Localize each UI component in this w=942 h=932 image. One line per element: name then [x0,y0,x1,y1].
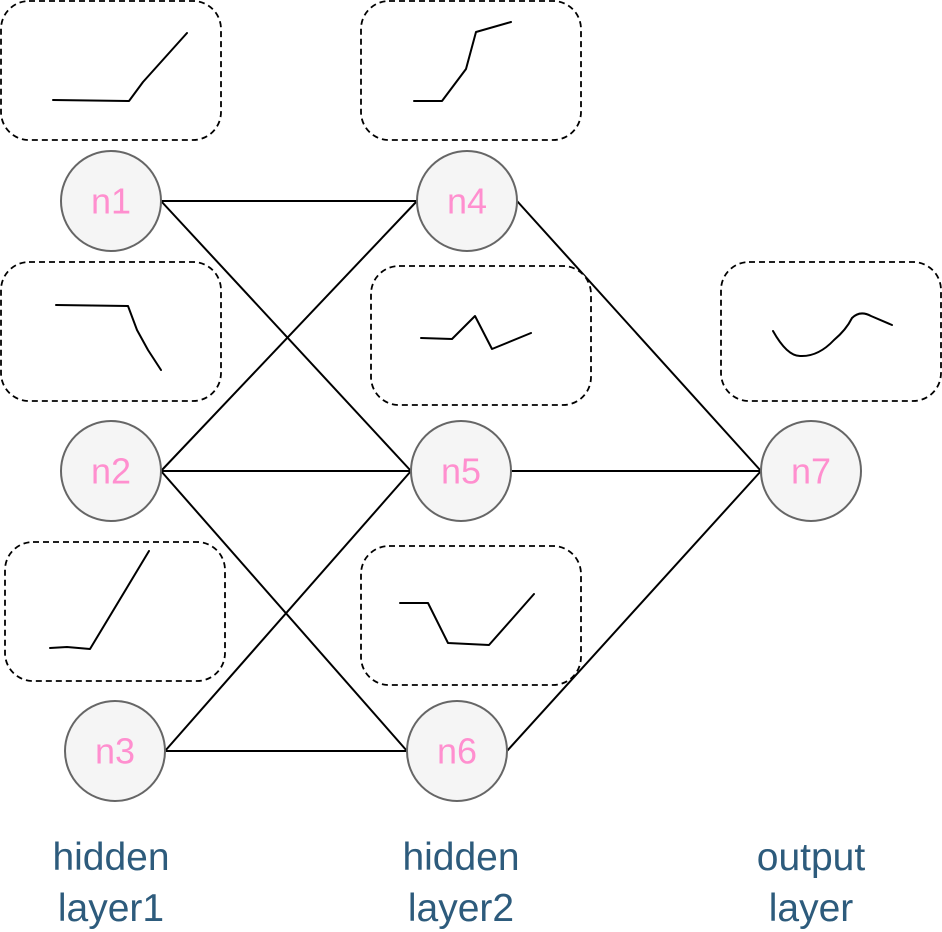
edge-n4-n7 [516,200,762,472]
edge-n1-n5 [160,200,412,472]
activation-box-n6 [360,545,582,686]
activation-box-frame-n1 [0,0,222,141]
edge-n2-n6 [160,470,408,752]
node-circle-n2 [60,420,162,522]
node-circle-n4 [416,150,518,252]
node-circle-n1 [60,150,162,252]
activation-curve-n6 [399,593,535,646]
activation-box-frame-n3 [4,541,226,682]
node-label-n3: n3 [95,731,135,772]
node-circle-n7 [760,420,862,522]
layer-label-output: output layer [757,836,866,930]
layer-label-hidden2: hidden layer2 [402,836,519,930]
activation-curve-n3 [49,550,150,650]
activation-box-n4 [360,0,582,141]
node-n4: n4 [416,150,518,252]
activation-box-n3 [4,541,226,682]
node-label-n1: n1 [91,181,131,222]
node-label-n4: n4 [447,181,487,222]
node-n2: n2 [60,420,162,522]
layer-label-hidden1: hidden layer1 [52,836,169,930]
node-label-n2: n2 [91,451,131,492]
node-n1: n1 [60,150,162,252]
layer-label-hidden2-line1: hidden [402,836,519,879]
edge-n2-n4 [160,200,418,472]
node-label-n6: n6 [437,731,477,772]
activation-curve-n7 [772,312,893,358]
activation-curve-n2 [55,304,162,371]
activation-box-frame-n4 [360,0,582,141]
node-n6: n6 [406,700,508,802]
edge-n3-n5 [164,470,412,752]
activation-curve-n1 [52,32,188,102]
activation-box-frame-n5 [370,265,592,406]
node-circle-n5 [410,420,512,522]
activation-box-frame-n6 [360,545,582,686]
activation-box-frame-n7 [720,261,942,402]
activation-box-n7 [720,261,942,402]
node-label-n7: n7 [791,451,831,492]
node-circle-n6 [406,700,508,802]
layer-label-hidden1-line1: hidden [52,836,169,879]
edge-n6-n7 [506,470,762,752]
layer-label-hidden1-line2: layer1 [58,887,164,930]
node-n7: n7 [760,420,862,522]
edges-layer [160,200,762,752]
node-n5: n5 [410,420,512,522]
layer-label-output-line1: output [757,836,866,879]
activation-box-n1 [0,0,222,141]
layer-label-output-line2: layer [769,887,854,930]
activation-box-n2 [0,261,222,402]
activation-box-n5 [370,265,592,406]
activation-curve-n5 [420,315,532,350]
nodes-layer: n1 n2 n3 n4 n5 n6 n7 [60,150,862,802]
node-circle-n3 [64,700,166,802]
node-n3: n3 [64,700,166,802]
activation-box-frame-n2 [0,261,222,402]
activation-boxes-layer [0,0,942,686]
node-label-n5: n5 [441,451,481,492]
layer-label-hidden2-line2: layer2 [408,887,514,930]
activation-curve-n4 [413,21,512,102]
